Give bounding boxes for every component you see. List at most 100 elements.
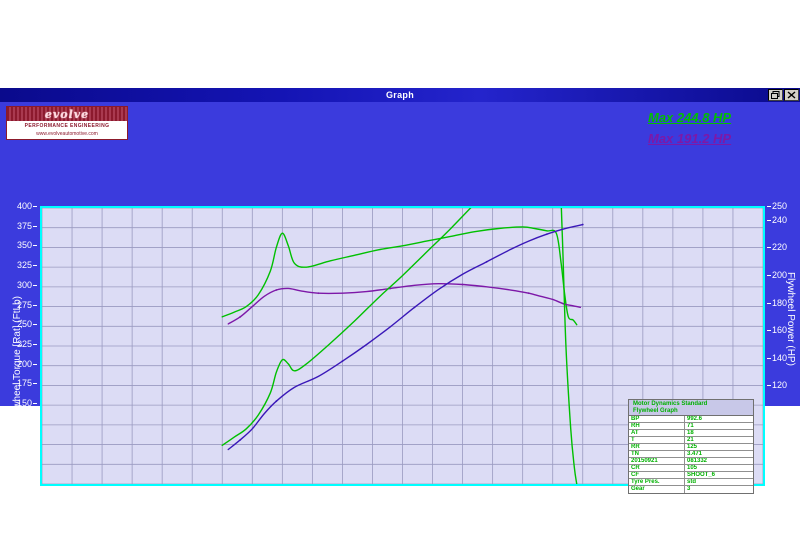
y-tick-right: 220 xyxy=(772,242,788,253)
info-row-key: AT xyxy=(629,430,685,436)
y-tick-left: 300 xyxy=(16,279,32,290)
y-tick-left: 250 xyxy=(16,319,32,330)
y-tick-right: 50 xyxy=(772,477,783,487)
y-tick-right: 180 xyxy=(772,297,788,308)
info-row-value: std xyxy=(687,479,696,485)
x-tickmark xyxy=(612,486,614,490)
run-info-table: Motor Dynamics Standard Flywheel Graph B… xyxy=(628,399,754,494)
y-tickmark-right xyxy=(767,275,771,276)
x-tick: 2750 xyxy=(362,491,383,501)
window-controls xyxy=(768,89,799,101)
x-tickmark xyxy=(162,486,164,490)
x-tickmark xyxy=(252,486,254,490)
x-tick: 5750 xyxy=(722,491,744,501)
info-row-value: 081332 xyxy=(687,458,708,464)
x-tick: 2500 xyxy=(332,491,353,501)
info-table-row: CR 105 xyxy=(629,465,753,472)
info-row-value: 18 xyxy=(687,430,694,436)
x-tick: 500 xyxy=(94,491,110,501)
info-header-line1: Motor Dynamics Standard xyxy=(633,401,708,407)
x-tick: 2250 xyxy=(302,491,323,501)
y-tick-left: 350 xyxy=(16,240,32,251)
y-tick-left: 100 xyxy=(16,437,32,448)
info-row-value: 71 xyxy=(687,423,694,429)
y-tickmark-left xyxy=(33,442,37,444)
window-title: Graph xyxy=(385,90,414,100)
y-tick-left: 325 xyxy=(16,260,32,271)
x-tickmark xyxy=(402,486,404,490)
y-axis-title-right: Flywheel Power (HP) xyxy=(785,272,796,366)
y-tickmark-left xyxy=(33,245,37,247)
info-row-key: RR xyxy=(629,444,685,450)
y-tick-left: 375 xyxy=(16,220,32,231)
info-row-value: 3.471 xyxy=(687,451,703,457)
y-tickmark-right xyxy=(767,206,771,207)
logo-url: www.evolveautomotive.com xyxy=(36,131,98,137)
plot-gridlines xyxy=(42,208,763,484)
logo-subtitle: PERFORMANCE ENGINEERING xyxy=(24,123,110,129)
x-tick: 5250 xyxy=(662,491,683,501)
x-tick: 4000 xyxy=(512,491,533,501)
x-tick: 1250 xyxy=(182,491,203,501)
y-tick-left: 75 xyxy=(21,457,32,468)
x-tick: 4500 xyxy=(572,491,593,501)
y-tick-right: 160 xyxy=(772,325,788,336)
y-tick-left: 400 xyxy=(16,201,32,211)
x-tickmark xyxy=(763,486,764,490)
y-axis-title-left: Flywheel Torque [Rat] (FtLb) xyxy=(12,296,23,422)
info-row-key: T xyxy=(629,437,685,443)
y-tickmark-left xyxy=(33,344,37,345)
close-button[interactable] xyxy=(784,89,799,101)
info-table-row: T 21 xyxy=(629,437,753,444)
y-tick-right: 250 xyxy=(772,201,788,211)
y-tickmark-right xyxy=(767,468,771,470)
info-row-key: 20150921 xyxy=(629,458,685,464)
brand-logo: evolve PERFORMANCE ENGINEERING www.evolv… xyxy=(6,106,128,140)
x-tickmark xyxy=(222,486,224,490)
y-tick-left: 50 xyxy=(21,477,32,487)
x-tickmark xyxy=(282,486,284,490)
y-tick-left: 200 xyxy=(16,358,32,369)
max-torque-annotation: Max 191.2 HP xyxy=(648,131,732,146)
x-tickmark xyxy=(582,486,584,490)
info-table-row: RH 71 xyxy=(629,423,753,430)
x-tick: 3750 xyxy=(482,491,503,501)
logo-wordmark: evolve xyxy=(44,107,90,121)
info-row-value: 992.6 xyxy=(687,416,703,422)
info-row-key: Gear xyxy=(629,486,685,493)
info-table-row: TN 3.471 xyxy=(629,451,753,458)
restore-button[interactable] xyxy=(768,89,783,101)
y-tickmark-left xyxy=(33,284,37,286)
x-tickmark xyxy=(462,486,464,490)
info-table-row: CF SHOOT_6 xyxy=(629,472,753,479)
y-tickmark-left xyxy=(33,403,37,405)
x-tick: 250 xyxy=(64,491,80,501)
info-row-value: SHOOT_6 xyxy=(687,472,716,478)
y-tickmark-left xyxy=(33,462,37,464)
y-tickmark-right xyxy=(767,413,771,414)
x-tickmark xyxy=(42,486,43,490)
max-power-annotation: Max 244.8 HP xyxy=(648,110,732,125)
x-tick: 1500 xyxy=(212,491,233,501)
logo-banner: evolve xyxy=(7,107,127,121)
info-row-value: 3 xyxy=(687,486,691,492)
info-table-row: BP 992.6 xyxy=(629,416,753,423)
y-tickmark-right xyxy=(767,330,771,332)
info-row-key: BP xyxy=(629,416,685,422)
info-row-value: 21 xyxy=(687,437,694,443)
y-tickmark-right xyxy=(767,302,771,304)
y-tick-left: 225 xyxy=(16,339,32,349)
x-tickmark xyxy=(432,486,434,490)
info-row-key: CR xyxy=(629,465,685,471)
y-tick-right: 120 xyxy=(772,380,788,391)
x-tickmark xyxy=(522,486,524,490)
y-tickmark-left xyxy=(33,265,37,267)
y-tickmark-right xyxy=(767,385,771,387)
info-row-value: 105 xyxy=(687,465,698,471)
y-tick-left: 175 xyxy=(16,378,32,389)
y-tickmark-left xyxy=(33,225,37,227)
y-tickmark-right xyxy=(767,482,771,483)
x-tickmark xyxy=(492,486,494,490)
x-tick: 0 xyxy=(39,491,45,501)
